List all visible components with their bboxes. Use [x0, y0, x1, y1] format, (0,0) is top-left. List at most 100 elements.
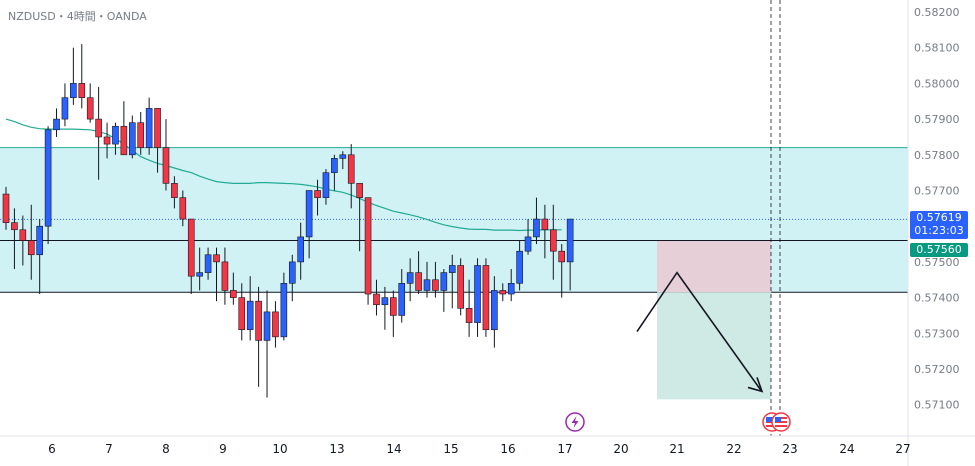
- candle-body: [491, 290, 498, 331]
- candle: [137, 111, 145, 155]
- candle-body: [213, 254, 220, 263]
- candle: [297, 222, 305, 280]
- candle-body: [196, 272, 203, 277]
- candle: [322, 169, 330, 205]
- candle: [61, 83, 69, 127]
- candle: [238, 283, 246, 341]
- x-tick-label: 17: [557, 442, 572, 456]
- candle-body: [533, 218, 540, 238]
- candle-body: [474, 265, 481, 323]
- candle: [541, 204, 549, 259]
- time-axis[interactable]: 6 7 8 9 10 13 14 15 16 17 20 21 22 23 24 27: [48, 442, 910, 456]
- candle: [246, 276, 254, 341]
- candle: [516, 240, 523, 291]
- candle: [499, 283, 507, 302]
- x-tick-label: 13: [329, 442, 344, 456]
- candle: [70, 47, 77, 105]
- candle-body: [238, 297, 246, 331]
- candle-body: [558, 250, 566, 263]
- x-tick-label: 24: [839, 442, 854, 456]
- event-icons[interactable]: [565, 412, 791, 432]
- candle-body: [482, 265, 490, 331]
- horizontal-lines: [0, 218, 908, 241]
- candle-body: [423, 279, 431, 291]
- price-axis[interactable]: 0.58200 0.58100 0.58000 0.57900 0.57800 0.577…: [914, 6, 960, 412]
- candle-body: [549, 229, 557, 252]
- candle: [44, 126, 52, 245]
- y-tick-label: 0.58100: [914, 42, 960, 55]
- candle-body: [129, 122, 136, 156]
- candle: [440, 269, 448, 312]
- candle-body: [221, 261, 229, 291]
- candle: [364, 197, 372, 305]
- candle-body: [19, 229, 27, 241]
- projection-arrow[interactable]: [636, 271, 764, 393]
- candle-body: [95, 118, 102, 138]
- y-tick-label: 0.58200: [914, 6, 960, 19]
- candle: [524, 219, 532, 255]
- candle: [482, 258, 490, 337]
- candle: [154, 108, 161, 173]
- short-position-tool[interactable]: [657, 240, 771, 400]
- x-tick-label: 21: [669, 442, 684, 456]
- candle-body: [187, 218, 195, 277]
- candle: [2, 186, 10, 230]
- candle-body: [103, 136, 111, 145]
- candle-body: [448, 265, 456, 273]
- candle: [280, 272, 288, 341]
- current-price-label: 0.57619 01:23:03: [910, 211, 968, 239]
- candle: [230, 272, 237, 305]
- stop-loss-area: [657, 240, 771, 293]
- candle: [196, 247, 203, 291]
- candle: [162, 119, 170, 191]
- candle: [549, 204, 557, 280]
- candle: [457, 258, 464, 316]
- y-tick-label: 0.57100: [914, 399, 960, 412]
- candle-body: [53, 118, 60, 131]
- x-tick-label: 6: [48, 442, 56, 456]
- candle: [406, 258, 414, 302]
- y-tick-label: 0.57400: [914, 292, 960, 305]
- candle-body: [27, 240, 35, 256]
- candle-body: [465, 308, 473, 323]
- us-flag-icon[interactable]: [771, 412, 791, 432]
- candle-body: [415, 272, 422, 291]
- candle-body: [499, 290, 507, 295]
- candle-body: [263, 311, 271, 341]
- candle: [373, 279, 380, 316]
- candle-body: [364, 197, 372, 295]
- candle: [390, 290, 397, 337]
- candle: [491, 276, 498, 348]
- candle-body: [288, 261, 296, 284]
- candle: [36, 219, 43, 295]
- candle-body: [11, 222, 18, 231]
- candle-body: [120, 125, 128, 156]
- projection-arrowhead: [747, 377, 764, 393]
- candle-body: [297, 236, 305, 263]
- candle: [187, 218, 195, 295]
- candle-body: [406, 272, 414, 284]
- candle-body: [61, 97, 69, 120]
- candle-body: [347, 154, 355, 184]
- candle: [145, 97, 153, 155]
- y-tick-label: 0.57800: [914, 149, 960, 162]
- candle-body: [322, 172, 330, 198]
- candle-body: [112, 125, 119, 145]
- candle-body: [305, 190, 313, 238]
- candle: [112, 122, 119, 155]
- candle: [356, 183, 363, 252]
- x-tick-label: 10: [272, 442, 287, 456]
- y-tick-label: 0.58000: [914, 77, 960, 90]
- candle: [339, 151, 347, 170]
- candle-body: [390, 297, 397, 316]
- candle: [533, 197, 540, 245]
- y-tick-label: 0.57200: [914, 363, 960, 376]
- candle: [53, 108, 60, 137]
- candlestick-series: [2, 44, 574, 398]
- candle: [221, 247, 229, 305]
- take-profit-area: [657, 292, 771, 400]
- lightning-icon[interactable]: [565, 412, 585, 432]
- x-tick-label: 8: [162, 442, 170, 456]
- candle-body: [280, 283, 288, 338]
